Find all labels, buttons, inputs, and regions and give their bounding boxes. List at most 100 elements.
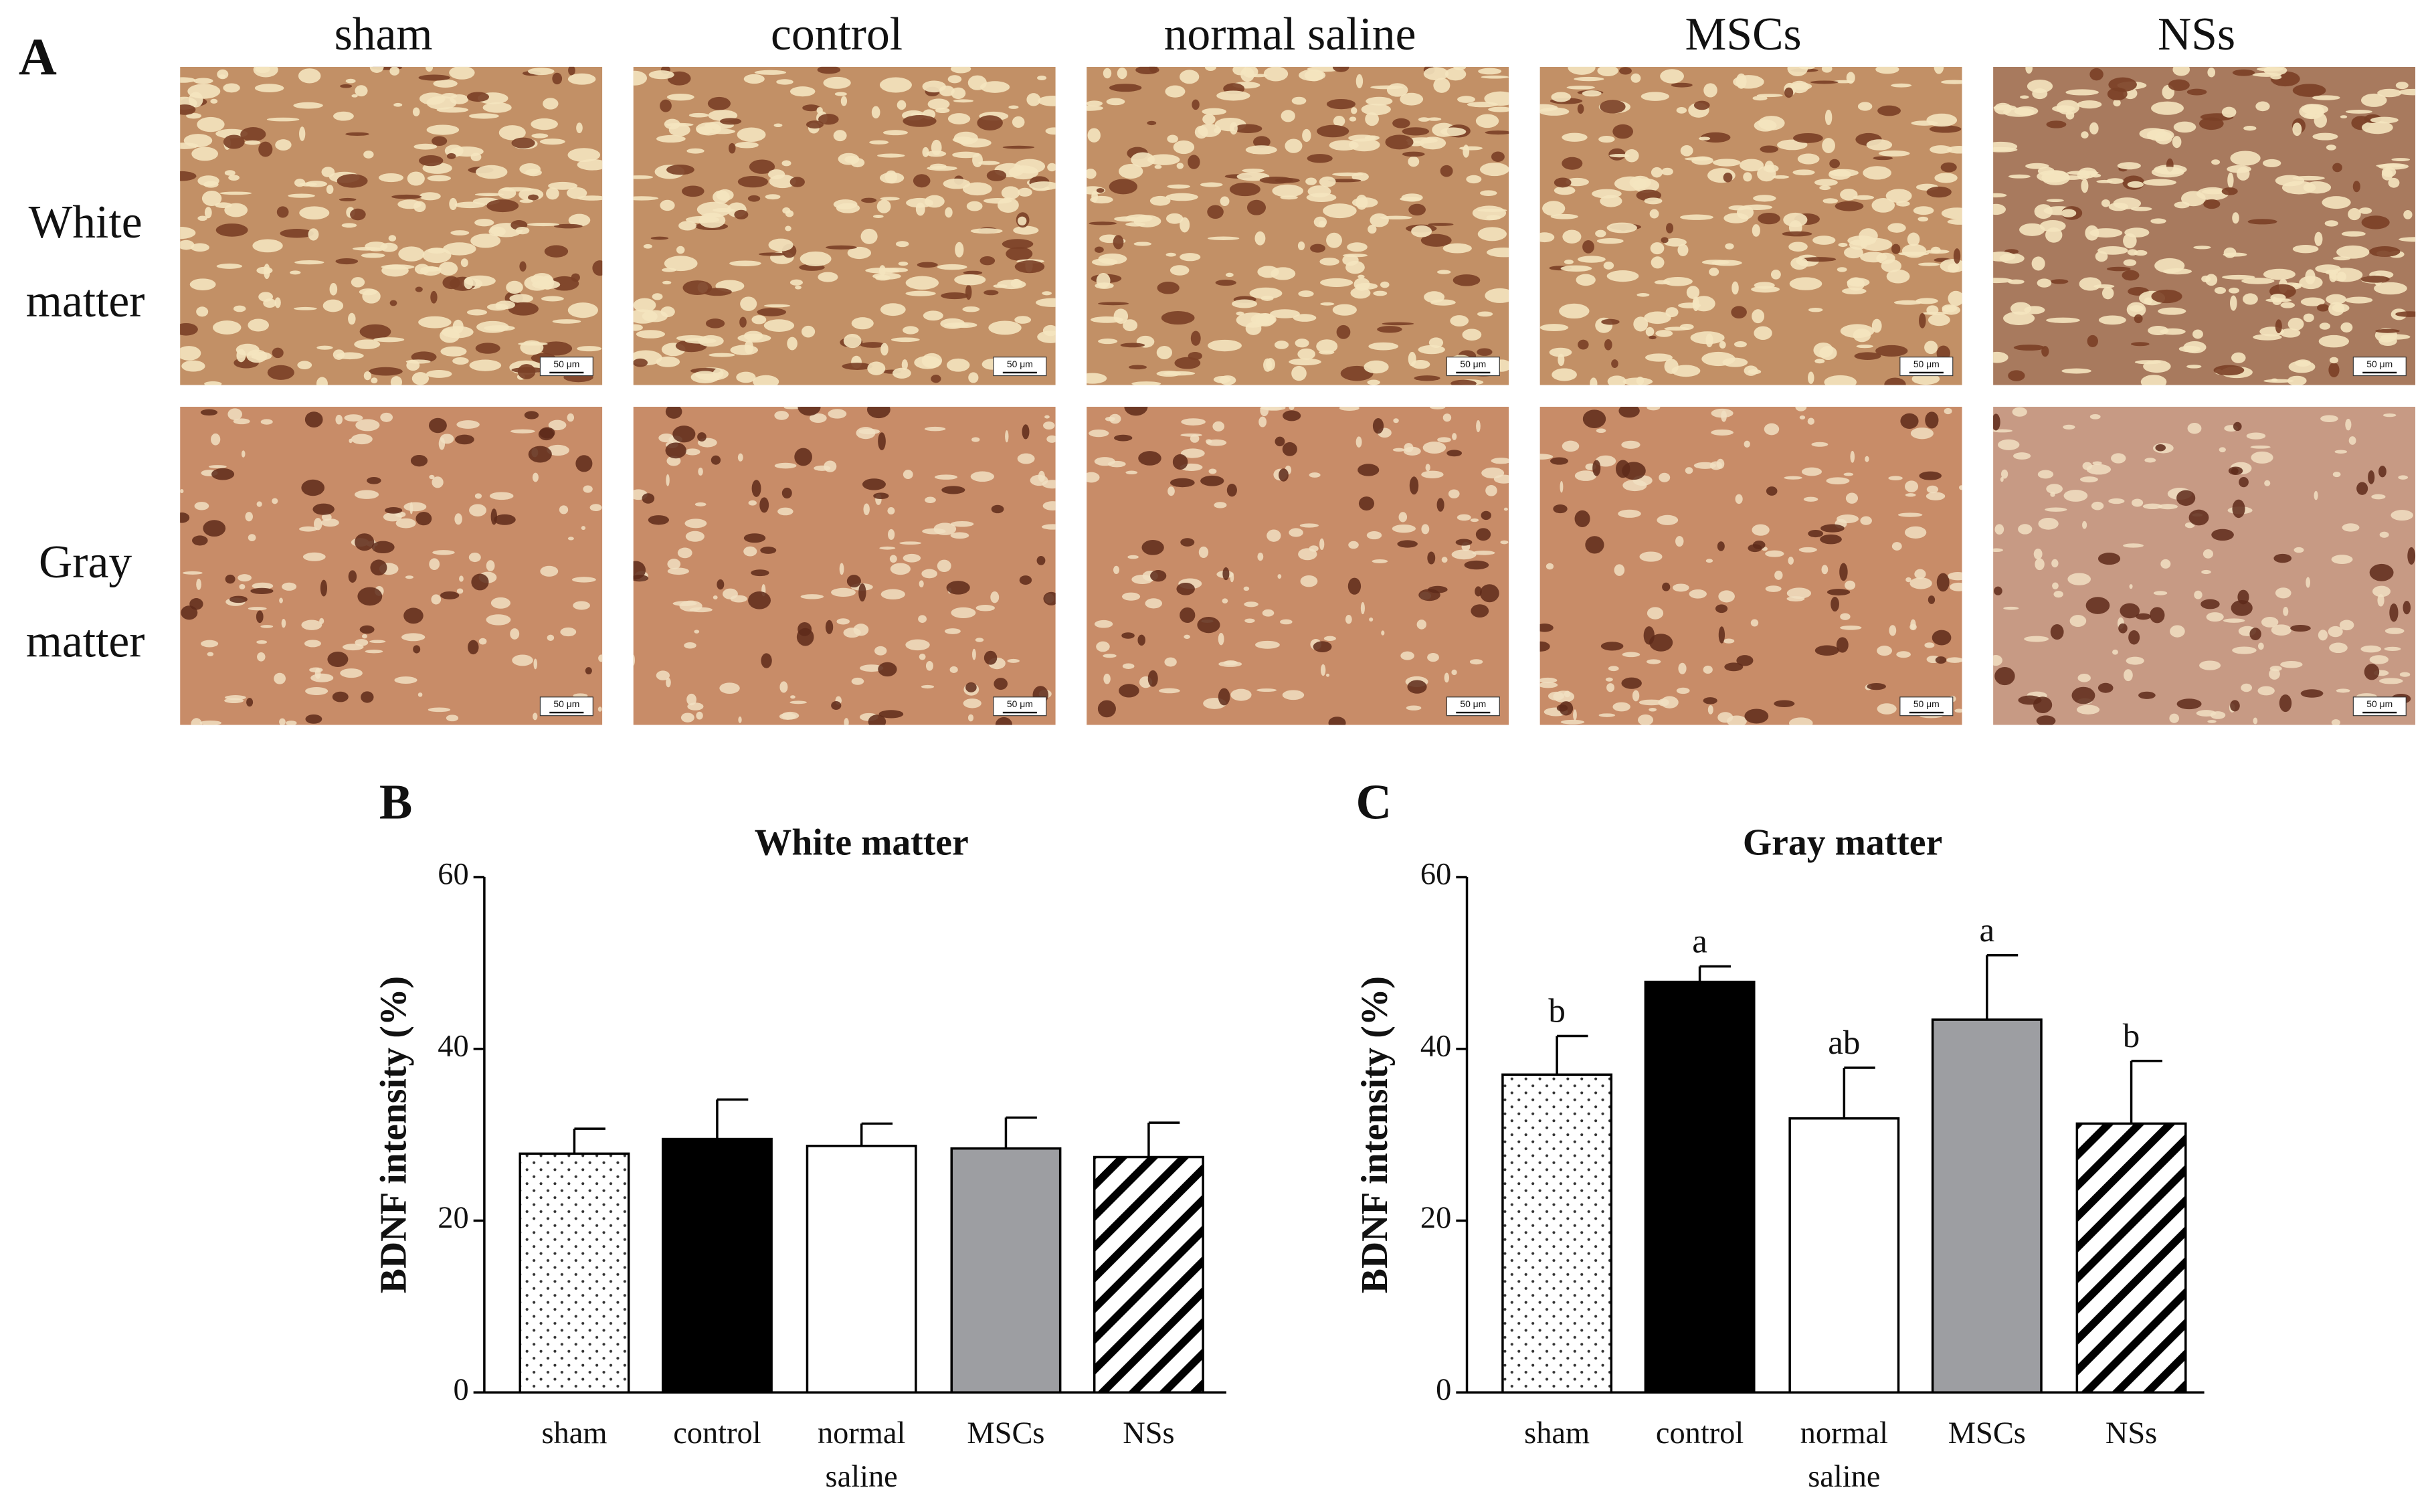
- texture: [1838, 242, 1848, 248]
- texture: [1649, 634, 1673, 652]
- texture: [2326, 294, 2346, 304]
- texture: [329, 283, 338, 296]
- micrograph: [1993, 66, 2416, 385]
- texture: [417, 692, 423, 697]
- scale-bar-label: 50 μm: [1913, 359, 1940, 369]
- x-tick-label: MSCs: [967, 1416, 1044, 1450]
- texture: [986, 169, 1007, 181]
- texture: [1455, 539, 1473, 546]
- texture: [1263, 66, 1289, 82]
- texture: [1636, 293, 1650, 297]
- texture: [351, 434, 373, 445]
- texture: [486, 614, 511, 626]
- texture: [2336, 272, 2346, 282]
- texture: [2063, 424, 2075, 430]
- texture: [2275, 175, 2305, 187]
- texture: [2257, 686, 2275, 696]
- texture: [2384, 628, 2405, 634]
- texture: [1723, 638, 1735, 644]
- texture: [1889, 625, 1897, 636]
- texture: [1792, 169, 1815, 176]
- texture: [743, 74, 765, 84]
- texture: [1857, 102, 1873, 111]
- texture: [1302, 128, 1311, 143]
- texture: [716, 189, 734, 201]
- texture: [2201, 189, 2226, 195]
- texture: [1723, 172, 1733, 183]
- texture: [1814, 179, 1838, 187]
- texture: [892, 367, 911, 379]
- texture: [2096, 179, 2113, 183]
- texture: [774, 462, 797, 469]
- texture: [1601, 318, 1620, 325]
- texture: [1289, 358, 1321, 366]
- texture: [684, 642, 696, 649]
- texture: [730, 345, 759, 355]
- texture: [1014, 159, 1046, 174]
- texture: [2122, 270, 2140, 281]
- texture: [1180, 538, 1195, 547]
- texture: [1788, 242, 1808, 252]
- texture: [363, 151, 374, 159]
- texture: [1650, 242, 1665, 255]
- texture: [1893, 300, 1922, 305]
- texture: [310, 673, 334, 682]
- texture: [403, 502, 427, 512]
- texture: [695, 122, 722, 136]
- texture: [2000, 476, 2004, 482]
- texture: [1037, 330, 1056, 343]
- texture: [571, 577, 596, 583]
- texture: [1715, 604, 1728, 613]
- texture: [1392, 118, 1410, 128]
- texture: [1161, 311, 1195, 325]
- texture: [2368, 470, 2375, 484]
- texture: [498, 125, 526, 140]
- texture: [765, 194, 781, 200]
- texture: [947, 75, 962, 84]
- texture: [2143, 179, 2176, 186]
- texture: [1478, 68, 1502, 75]
- texture: [1814, 359, 1825, 364]
- texture: [1327, 179, 1362, 183]
- texture: [1319, 538, 1325, 550]
- texture: [1824, 375, 1857, 385]
- texture: [391, 194, 422, 199]
- texture: [208, 465, 227, 469]
- texture: [990, 591, 1000, 603]
- texture: [1309, 545, 1319, 552]
- texture: [806, 120, 824, 129]
- texture: [412, 107, 420, 116]
- texture: [212, 320, 242, 335]
- bar: [661, 1137, 773, 1394]
- texture: [1408, 203, 1426, 216]
- texture: [1190, 434, 1200, 443]
- texture: [180, 346, 201, 361]
- texture: [2271, 624, 2291, 636]
- texture: [2241, 278, 2275, 284]
- texture: [963, 270, 983, 275]
- bar: [1931, 1018, 2043, 1394]
- texture: [180, 488, 184, 494]
- texture: [2270, 294, 2286, 302]
- texture: [1392, 524, 1416, 533]
- texture: [1002, 239, 1034, 250]
- texture: [1733, 75, 1764, 89]
- texture: [1875, 66, 1899, 74]
- texture: [1013, 225, 1039, 235]
- texture: [180, 512, 190, 523]
- texture: [1904, 526, 1927, 539]
- texture: [1457, 96, 1475, 103]
- texture: [1180, 448, 1205, 458]
- texture: [1147, 670, 1158, 687]
- texture: [468, 113, 499, 119]
- texture: [1207, 236, 1240, 241]
- texture: [1368, 342, 1399, 351]
- texture: [1577, 104, 1584, 114]
- texture: [456, 420, 480, 429]
- texture: [359, 324, 391, 339]
- texture: [2211, 159, 2221, 165]
- texture: [383, 512, 402, 522]
- micrograph: [1993, 406, 2416, 725]
- texture: [2329, 357, 2338, 364]
- texture: [843, 628, 861, 638]
